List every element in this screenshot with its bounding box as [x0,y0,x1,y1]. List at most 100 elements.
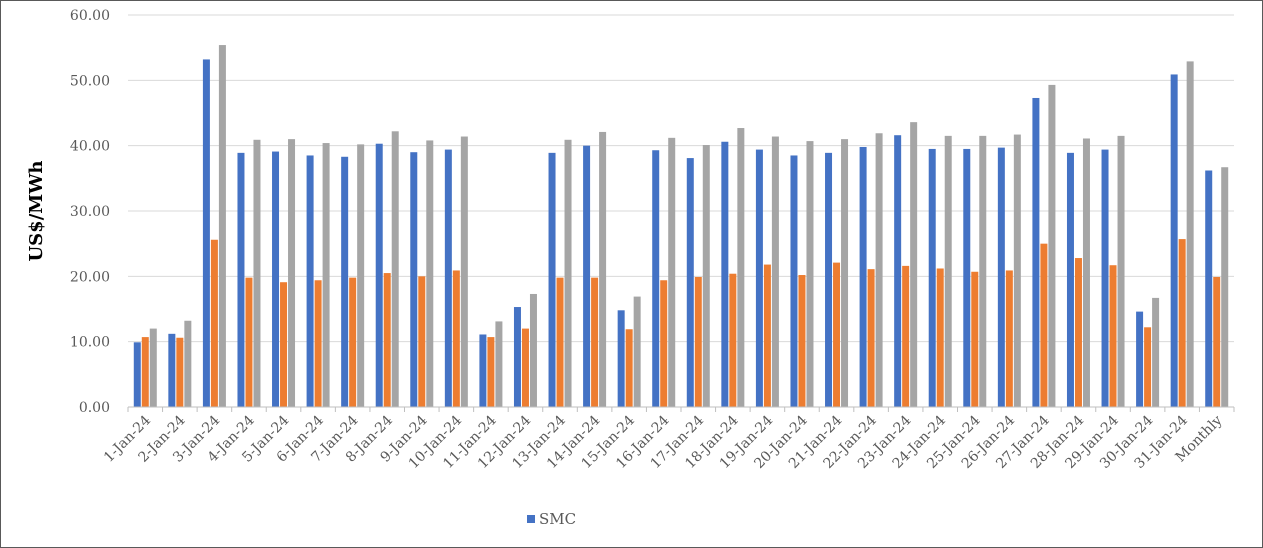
bar-series0-23-Jan-24 [894,135,902,408]
bar-series0-28-Jan-24 [1066,152,1074,407]
bar-series1-22-Jan-24 [867,269,875,407]
bar-series1-4-Jan-24 [245,277,253,407]
bar-series0-4-Jan-24 [237,152,245,407]
bar-series2-Monthly [1221,167,1229,407]
bar-series0-5-Jan-24 [272,151,280,407]
bar-series1-11-Jan-24 [487,337,495,407]
bar-series2-18-Jan-24 [737,128,745,407]
bar-series2-15-Jan-24 [633,296,641,407]
bar-series2-27-Jan-24 [1048,84,1056,407]
bar-series2-1-Jan-24 [149,328,157,407]
bar-series0-3-Jan-24 [202,59,210,407]
bar-series2-11-Jan-24 [495,321,503,407]
bar-series2-28-Jan-24 [1082,138,1090,408]
bar-series1-5-Jan-24 [280,282,288,407]
bar-series2-13-Jan-24 [564,139,572,407]
bar-series1-3-Jan-24 [210,239,218,407]
bar-series0-6-Jan-24 [306,155,314,407]
bar-series1-20-Jan-24 [798,275,806,407]
bar-series2-25-Jan-24 [979,135,987,407]
bar-series2-26-Jan-24 [1013,134,1021,407]
bar-series0-21-Jan-24 [825,152,833,407]
bar-series2-19-Jan-24 [771,136,779,407]
bar-series2-31-Jan-24 [1186,61,1194,408]
bar-series0-Monthly [1205,170,1213,407]
bar-series0-1-Jan-24 [133,342,141,407]
bar-series2-30-Jan-24 [1152,297,1160,407]
bar-series0-2-Jan-24 [168,333,176,407]
bar-series0-31-Jan-24 [1170,74,1178,407]
bar-series2-20-Jan-24 [806,141,814,408]
bar-series1-23-Jan-24 [902,265,910,407]
bar-series1-12-Jan-24 [521,328,529,407]
bar-series2-7-Jan-24 [357,144,365,408]
bar-series2-22-Jan-24 [875,133,883,407]
bar-series2-24-Jan-24 [944,135,952,407]
y-tick-label: 40.00 [70,139,110,155]
bar-series2-8-Jan-24 [391,131,399,407]
bar-series0-11-Jan-24 [479,334,487,407]
bar-series1-1-Jan-24 [141,337,149,407]
bar-series0-17-Jan-24 [686,158,694,407]
bar-series1-Monthly [1213,276,1221,407]
bar-series1-31-Jan-24 [1178,239,1186,407]
bar-series0-10-Jan-24 [444,149,452,407]
legend: SMC [527,510,576,528]
bar-series2-10-Jan-24 [460,136,468,407]
bar-series0-14-Jan-24 [583,145,591,407]
bar-series1-7-Jan-24 [349,277,357,407]
bar-series1-29-Jan-24 [1109,265,1117,407]
bar-series0-19-Jan-24 [755,149,763,407]
bar-series2-21-Jan-24 [841,139,849,407]
bar-series0-27-Jan-24 [1032,97,1040,408]
bar-series2-2-Jan-24 [184,320,192,407]
bar-series1-21-Jan-24 [833,262,841,407]
y-tick-label: 30.00 [70,204,110,220]
bar-series0-8-Jan-24 [375,143,383,407]
bar-series2-16-Jan-24 [668,137,676,407]
bar-series0-7-Jan-24 [341,156,349,407]
bar-series1-16-Jan-24 [660,280,668,407]
bar-series1-24-Jan-24 [936,268,944,407]
y-tick-label: 60.00 [70,8,110,24]
legend-label-smc: SMC [539,510,576,528]
bar-series1-18-Jan-24 [729,273,737,407]
bar-series0-12-Jan-24 [513,307,521,407]
bar-series2-29-Jan-24 [1117,135,1125,407]
y-tick-label: 10.00 [70,335,110,351]
y-tick-label: 0.00 [79,400,110,416]
bar-series2-4-Jan-24 [253,139,261,407]
bar-series1-6-Jan-24 [314,280,322,407]
bar-series0-22-Jan-24 [859,146,867,407]
y-axis-ticks: 0.00 10.00 20.00 30.00 40.00 50.00 60.00 [70,8,110,416]
bar-series1-14-Jan-24 [591,277,599,407]
bar-series0-25-Jan-24 [963,148,971,407]
bar-series0-20-Jan-24 [790,155,798,407]
bars [133,45,1229,408]
bar-series2-23-Jan-24 [910,122,918,407]
bar-series1-17-Jan-24 [694,276,702,407]
bar-series2-6-Jan-24 [322,143,330,407]
bar-series2-3-Jan-24 [218,45,226,407]
legend-swatch-smc [527,515,535,523]
bar-series0-30-Jan-24 [1136,311,1144,407]
bar-series0-18-Jan-24 [721,141,729,407]
bar-series0-9-Jan-24 [410,152,418,407]
bar-series1-30-Jan-24 [1144,327,1152,407]
bar-series2-17-Jan-24 [702,145,710,407]
bar-series1-8-Jan-24 [383,273,391,407]
x-axis-ticks: 1-Jan-242-Jan-243-Jan-244-Jan-245-Jan-24… [101,407,1235,472]
bar-series2-9-Jan-24 [426,140,434,407]
bar-series1-19-Jan-24 [763,264,771,407]
bar-series1-9-Jan-24 [418,276,426,407]
bar-series0-29-Jan-24 [1101,149,1109,407]
bar-series1-26-Jan-24 [1005,270,1013,407]
bar-series1-25-Jan-24 [971,271,979,407]
bar-series2-12-Jan-24 [529,293,537,407]
y-axis-title: US$/MWh [26,160,47,261]
y-tick-label: 20.00 [70,269,110,285]
bar-series1-10-Jan-24 [452,270,460,407]
y-tick-label: 50.00 [70,73,110,89]
bar-series2-14-Jan-24 [599,131,607,408]
